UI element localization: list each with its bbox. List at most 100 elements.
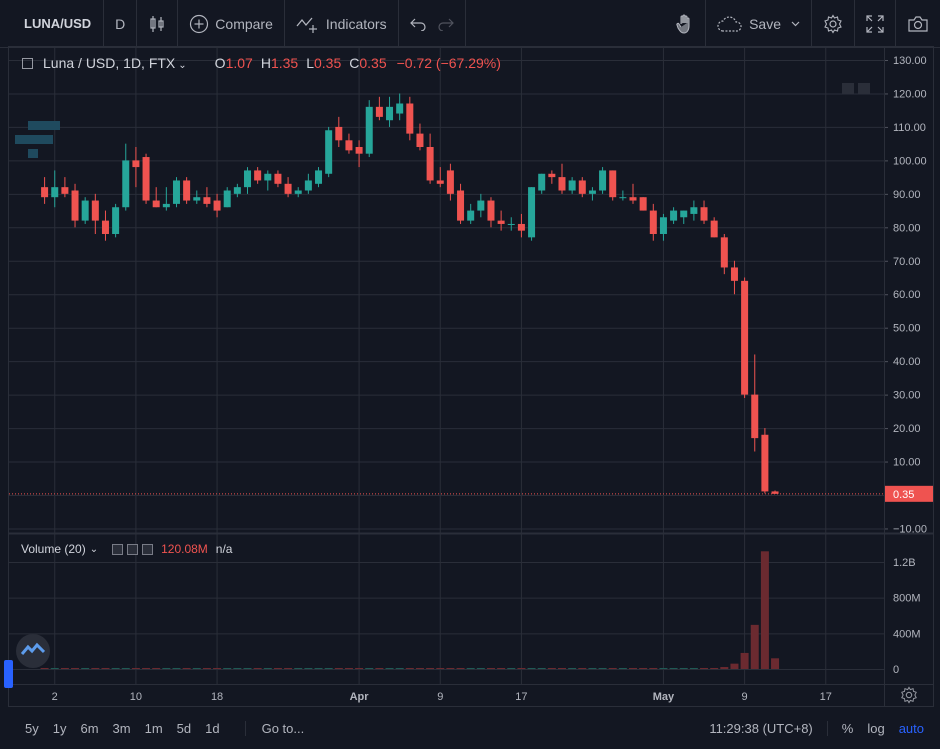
symbol-search-button[interactable]: LUNA/USD [0,0,105,47]
gear-icon [823,13,843,34]
close-icon[interactable] [142,543,154,555]
volume-bar [233,668,242,669]
range-5y[interactable]: 5y [25,720,39,736]
compare-button[interactable]: Compare [178,0,285,47]
volume-bar [40,668,49,669]
fullscreen-icon [866,14,884,33]
candle-body [152,200,160,208]
price-tick-label: 70.00 [893,256,921,268]
volume-legend: Volume (20) ⌄ 120.08M n/a [21,542,232,556]
volume-bar [202,668,211,669]
volume-ma-value: n/a [215,542,233,556]
volume-bar [263,668,272,669]
last-price-marker: 0.35 [9,485,933,502]
range-5d[interactable]: 5d [176,720,192,736]
candle-body [203,197,211,204]
pane-separator [9,47,934,706]
fullscreen-button[interactable] [855,0,896,47]
redo-button[interactable] [430,0,466,47]
save-button[interactable]: Save [706,0,812,47]
volume-bar [618,668,627,669]
candle-body [751,394,759,439]
volume-bar [568,668,577,669]
candle-body [244,170,251,188]
volume-bar [213,668,222,669]
collapse-pane-button[interactable] [842,83,854,94]
candle-body [761,434,769,492]
candle-body [497,220,505,224]
undo-button[interactable] [399,0,430,47]
series-title[interactable]: Luna / USD, 1D, FTX ⌄ [43,55,187,71]
candle-body [386,106,394,121]
maximize-pane-button[interactable] [858,83,870,94]
low-value: 0.35 [313,55,342,71]
candle-body [264,173,272,181]
volume-bar [507,668,516,669]
price-tick-label: 20.00 [893,423,921,435]
range-1m[interactable]: 1m [144,720,163,736]
interval-button[interactable]: D [104,0,138,47]
chart-style-button[interactable] [137,0,179,47]
tradingview-logo-icon [20,642,46,661]
time-tick-label: 17 [820,691,832,703]
price-tick-label: 100.00 [893,155,927,167]
time-axis-settings-button[interactable] [900,686,918,709]
candle-body [710,220,718,238]
low-key: L [306,55,314,71]
candle-body [507,223,515,225]
price-tick-label: 90.00 [893,189,921,201]
price-tick-label: 60.00 [893,289,921,301]
auto-scale-toggle[interactable]: auto [898,720,924,736]
collapse-legend-icon[interactable] [22,57,33,69]
close-key: C [349,55,360,71]
candle-body [406,103,414,134]
goto-date-button[interactable]: Go to... [244,720,312,736]
volume-bar [720,667,729,669]
percent-scale-toggle[interactable]: % [841,720,854,736]
volume-bar [669,668,678,669]
range-6m[interactable]: 6m [80,720,99,736]
volume-bar [415,668,424,669]
candle-body [142,157,150,201]
range-3m[interactable]: 3m [112,720,131,736]
volume-tick-label: 0 [893,664,899,676]
volume-bar [750,624,759,669]
side-panel-toggle[interactable] [4,660,13,688]
candle-body [345,140,353,151]
volume-title[interactable]: Volume (20) [21,542,86,556]
indicators-button[interactable]: Indicators [285,0,399,47]
candle-body [771,491,779,494]
volume-bar [284,668,293,669]
volume-bar [466,668,475,669]
volume-tick-label: 400M [893,628,921,640]
tradingview-logo[interactable] [16,634,50,668]
high-key: H [260,55,271,71]
timezone-button[interactable]: 11:29:38 (UTC+8) [702,720,828,736]
time-tick-label: 18 [211,691,223,703]
hand-icon [676,14,694,34]
hand-button[interactable] [665,0,707,47]
drawing-tool-hint [28,149,38,158]
close-value: 0.35 [359,55,387,71]
volume-bar [385,668,394,669]
redo-icon [438,17,454,31]
range-1d[interactable]: 1d [205,720,220,736]
candle-body [81,200,89,221]
gear-icon[interactable] [127,543,139,555]
range-1y[interactable]: 1y [52,720,67,736]
volume-bar [486,668,495,669]
candle-body [375,106,383,117]
eye-icon[interactable] [112,543,124,555]
price-tick-label: 80.00 [893,222,921,234]
price-tick-label: 50.00 [893,323,921,335]
volume-bar [527,668,536,669]
snapshot-button[interactable] [896,0,940,47]
volume-bar [253,668,262,669]
volume-bar [436,668,445,669]
log-scale-toggle[interactable]: log [867,720,885,736]
candle-body [659,217,667,234]
candle-body [446,170,454,194]
volume-bar [365,668,374,669]
settings-button[interactable] [812,0,855,47]
